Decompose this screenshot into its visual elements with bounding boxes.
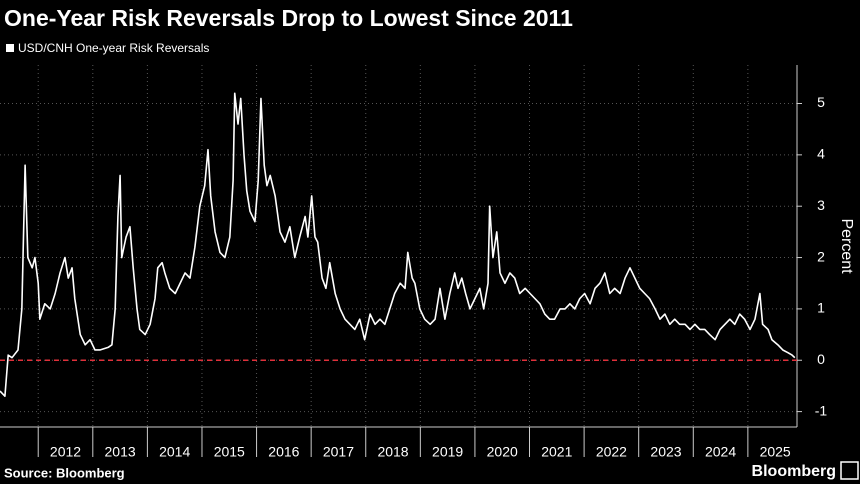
- y-tick-label: -1: [815, 402, 828, 418]
- x-tick-label: 2023: [650, 444, 681, 460]
- x-tick-label: 2025: [760, 444, 791, 460]
- brand: Bloomberg: [752, 463, 836, 480]
- y-tick-label: 2: [817, 248, 825, 264]
- x-tick-label: 2024: [705, 444, 736, 460]
- line-series: [0, 92, 796, 397]
- legend-swatch: [6, 44, 14, 52]
- x-tick-label: 2012: [50, 444, 81, 460]
- chart-title: One-Year Risk Reversals Drop to Lowest S…: [4, 5, 573, 31]
- x-tick-label: 2013: [105, 444, 136, 460]
- x-tick-label: 2021: [541, 444, 572, 460]
- x-tick-label: 2014: [159, 444, 190, 460]
- y-tick-label: 5: [817, 94, 825, 110]
- brand-icon: [840, 461, 859, 480]
- x-tick-label: 2020: [487, 444, 518, 460]
- x-tick-label: 2016: [268, 444, 299, 460]
- source: Source: Bloomberg: [4, 465, 125, 480]
- y-tick-label: 1: [817, 300, 825, 316]
- legend-label: USD/CNH One-year Risk Reversals: [18, 41, 209, 55]
- y-tick-label: 3: [817, 197, 825, 213]
- x-tick-label: 2022: [596, 444, 627, 460]
- x-tick-label: 2015: [214, 444, 245, 460]
- y-tick-label: 0: [817, 351, 825, 367]
- y-tick-label: 4: [817, 146, 825, 162]
- x-tick-label: 2018: [377, 444, 408, 460]
- x-tick-label: 2019: [432, 444, 463, 460]
- y-axis-label: Percent: [838, 218, 855, 274]
- x-tick-label: 2017: [323, 444, 354, 460]
